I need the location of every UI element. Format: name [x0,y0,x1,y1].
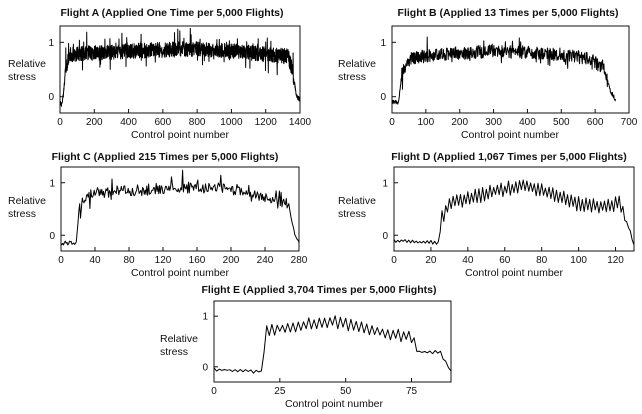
data-trace [213,315,452,374]
x-axis-label: Control point number [131,267,230,279]
y-axis-ticks: 01 [49,178,65,242]
x-axis-ticks: 0 25 50 75 [211,378,417,397]
stress-series-line [393,179,635,246]
x-tick-label: 300 [485,117,502,128]
x-tick-label: 200 [86,117,103,128]
y-axis-label-line1: Relative [8,58,46,70]
x-tick-label: 100 [570,255,587,266]
plot-frame [393,166,635,252]
y-axis-label-line1: Relative [338,195,376,207]
chart-title: Flight A (Applied One Time per 5,000 Fli… [60,7,283,19]
stress-series-line [213,315,452,374]
x-axis-ticks: 0 40 80 120 160 200 240 280 [58,247,308,266]
x-axis-label: Control point number [131,129,230,141]
chart-title: Flight E (Applied 3,704 Times per 5,000 … [202,284,437,296]
panel-flight-c: Flight C (Applied 215 Times per 5,000 Fl… [8,151,308,279]
x-tick-label: 200 [451,117,468,128]
y-axis-label-line1: Relative [8,195,46,207]
x-tick-label: 80 [123,255,135,266]
x-axis-ticks: 0 200 400 600 800 1000 1200 1400 [57,109,312,128]
y-axis-label-line2: stress [160,346,188,358]
y-tick-label: 0 [382,231,388,242]
chart-title: Flight C (Applied 215 Times per 5,000 Fl… [52,151,279,163]
x-tick-label: 80 [536,255,548,266]
y-axis-label-line2: stress [8,71,36,83]
plot-frame [391,25,630,114]
x-axis-label: Control point number [285,398,384,410]
panel-flight-a: Flight A (Applied One Time per 5,000 Fli… [8,7,312,141]
panel-flight-b: Flight B (Applied 13 Times per 5,000 Fli… [338,7,638,141]
x-axis-label: Control point number [465,267,564,279]
y-axis-label-line1: Relative [338,58,376,70]
data-trace [393,179,635,246]
x-axis-ticks: 0 20 40 60 80 100 120 [391,247,624,266]
x-tick-label: 25 [274,386,286,397]
x-tick-label: 800 [189,117,206,128]
x-tick-label: 1000 [220,117,243,128]
x-axis-ticks: 0 100 200 300 400 500 600 700 [389,109,638,128]
panel-flight-e: Flight E (Applied 3,704 Times per 5,000 … [160,284,452,410]
data-trace [60,169,300,246]
x-tick-label: 240 [257,255,274,266]
chart-title: Flight D (Applied 1,067 Times per 5,000 … [391,151,627,163]
y-axis-ticks: 01 [48,38,64,103]
y-tick-label: 1 [202,312,208,323]
x-tick-label: 0 [389,117,395,128]
stress-series-line [60,169,300,246]
x-tick-label: 1200 [255,117,278,128]
x-tick-label: 200 [223,255,240,266]
x-tick-label: 50 [340,386,352,397]
x-tick-label: 160 [189,255,206,266]
y-axis-label-line2: stress [338,71,366,83]
x-tick-label: 75 [406,386,418,397]
x-tick-label: 280 [291,255,308,266]
x-tick-label: 600 [587,117,604,128]
y-tick-label: 0 [380,92,386,103]
stress-series-line [59,27,301,107]
panel-flight-d: Flight D (Applied 1,067 Times per 5,000 … [338,151,635,279]
x-tick-label: 700 [621,117,638,128]
y-tick-label: 0 [49,231,55,242]
x-tick-label: 60 [499,255,511,266]
y-axis-label-line2: stress [338,208,366,220]
plot-frame [213,300,452,383]
y-axis-ticks: 01 [382,178,398,242]
x-tick-label: 20 [425,255,437,266]
x-tick-label: 100 [418,117,435,128]
plot-frame [60,166,300,252]
x-tick-label: 0 [391,255,397,266]
x-tick-label: 600 [155,117,172,128]
y-axis-ticks: 01 [202,312,218,373]
x-tick-label: 0 [211,386,217,397]
y-axis-label-line1: Relative [160,333,198,345]
x-tick-label: 120 [155,255,172,266]
x-tick-label: 0 [58,255,64,266]
data-trace [59,27,301,107]
y-tick-label: 0 [48,92,54,103]
x-tick-label: 120 [607,255,624,266]
x-axis-label: Control point number [461,129,560,141]
x-tick-label: 400 [120,117,137,128]
x-tick-label: 500 [553,117,570,128]
x-tick-label: 40 [89,255,101,266]
y-tick-label: 1 [49,178,55,189]
y-tick-label: 1 [48,38,54,49]
y-axis-ticks: 01 [380,38,396,103]
chart-title: Flight B (Applied 13 Times per 5,000 Fli… [398,7,619,19]
plot-frame [59,25,301,114]
y-tick-label: 1 [382,178,388,189]
y-axis-label-line2: stress [8,208,36,220]
stress-series-line [391,36,616,105]
x-tick-label: 40 [462,255,474,266]
y-tick-label: 1 [380,38,386,49]
y-tick-label: 0 [202,362,208,373]
x-tick-label: 0 [57,117,63,128]
x-tick-label: 1400 [289,117,312,128]
x-tick-label: 400 [519,117,536,128]
data-trace [391,36,616,105]
